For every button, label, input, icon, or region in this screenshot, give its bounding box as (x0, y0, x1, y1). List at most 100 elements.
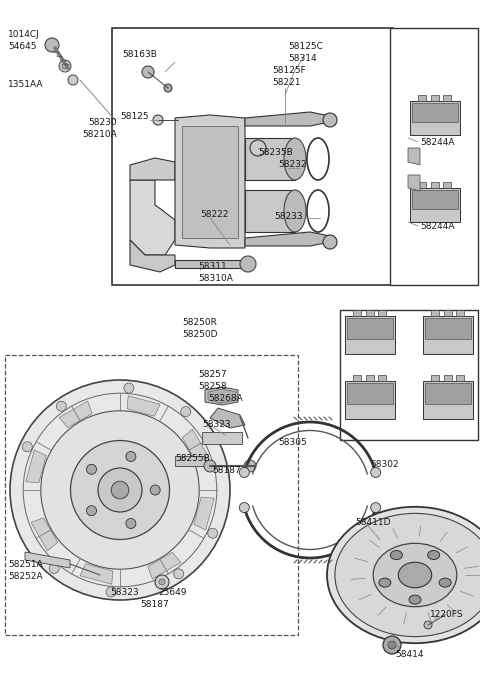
Circle shape (244, 460, 256, 472)
Text: 58323: 58323 (202, 420, 230, 429)
Text: 58250D: 58250D (182, 330, 217, 339)
Ellipse shape (335, 513, 480, 636)
Circle shape (59, 60, 71, 72)
Polygon shape (412, 190, 458, 209)
Circle shape (250, 140, 266, 156)
Text: 58125: 58125 (120, 112, 149, 121)
Text: 58233: 58233 (274, 212, 302, 221)
Circle shape (383, 636, 401, 654)
Polygon shape (423, 381, 473, 419)
Circle shape (126, 452, 136, 462)
Circle shape (164, 84, 172, 92)
Polygon shape (130, 158, 175, 180)
Polygon shape (205, 387, 238, 405)
Text: 58257: 58257 (198, 370, 227, 379)
Polygon shape (366, 375, 374, 381)
Polygon shape (245, 190, 295, 232)
Polygon shape (210, 408, 245, 428)
Polygon shape (194, 497, 214, 530)
Polygon shape (431, 95, 439, 101)
Polygon shape (456, 375, 464, 381)
Polygon shape (175, 115, 245, 248)
Polygon shape (182, 126, 238, 238)
Circle shape (181, 407, 191, 416)
Circle shape (56, 401, 66, 411)
Text: 1351AA: 1351AA (8, 80, 44, 89)
Polygon shape (418, 95, 426, 101)
Ellipse shape (379, 578, 391, 587)
Text: 58222: 58222 (200, 210, 228, 219)
Ellipse shape (390, 550, 402, 560)
Circle shape (204, 460, 216, 472)
Text: 58311: 58311 (198, 262, 227, 271)
Polygon shape (431, 375, 439, 381)
Text: 58125C: 58125C (288, 42, 323, 51)
Polygon shape (425, 318, 471, 339)
Circle shape (106, 587, 116, 597)
Polygon shape (130, 180, 175, 255)
Circle shape (111, 481, 129, 499)
Bar (5, 355, 298, 635)
Polygon shape (425, 383, 471, 404)
Text: 58323: 58323 (110, 588, 139, 597)
Text: 1220FS: 1220FS (430, 610, 464, 619)
Circle shape (159, 579, 165, 585)
Text: 58244A: 58244A (420, 138, 455, 147)
Circle shape (150, 485, 160, 495)
Circle shape (68, 75, 78, 85)
Circle shape (174, 569, 184, 579)
Text: 58163B: 58163B (122, 50, 157, 59)
Polygon shape (25, 552, 70, 568)
Text: 25649: 25649 (158, 588, 187, 597)
Polygon shape (245, 232, 330, 246)
Circle shape (424, 621, 432, 629)
Text: 58314: 58314 (288, 54, 317, 63)
Polygon shape (80, 564, 113, 584)
Text: 58258: 58258 (198, 382, 227, 391)
Text: 58210A: 58210A (82, 130, 117, 139)
Polygon shape (431, 310, 439, 316)
Circle shape (371, 502, 381, 512)
Polygon shape (444, 310, 452, 316)
Polygon shape (175, 260, 245, 268)
Polygon shape (378, 375, 386, 381)
Polygon shape (431, 182, 439, 188)
Polygon shape (408, 175, 420, 191)
Ellipse shape (439, 578, 451, 587)
Polygon shape (412, 103, 458, 123)
Circle shape (45, 38, 59, 52)
Circle shape (62, 63, 68, 69)
Polygon shape (182, 429, 209, 462)
Circle shape (71, 441, 169, 540)
Circle shape (240, 256, 256, 272)
Polygon shape (423, 316, 473, 354)
Ellipse shape (284, 190, 306, 232)
Ellipse shape (373, 544, 457, 607)
Ellipse shape (398, 562, 432, 588)
Polygon shape (202, 432, 242, 444)
Text: 58221: 58221 (272, 78, 300, 87)
Circle shape (371, 467, 381, 477)
Circle shape (323, 235, 337, 249)
Polygon shape (353, 310, 361, 316)
Polygon shape (148, 552, 181, 579)
Circle shape (86, 506, 96, 516)
Text: 1014CJ: 1014CJ (8, 30, 40, 39)
Text: 58255B: 58255B (175, 454, 210, 463)
Circle shape (388, 641, 396, 649)
Text: 58250R: 58250R (182, 318, 217, 327)
Circle shape (10, 380, 230, 600)
Polygon shape (366, 310, 374, 316)
Text: 58414: 58414 (395, 650, 423, 659)
Text: 58232: 58232 (278, 160, 307, 169)
Ellipse shape (284, 138, 306, 180)
Circle shape (155, 575, 169, 589)
Text: 58187: 58187 (140, 600, 169, 609)
Polygon shape (59, 401, 92, 428)
Polygon shape (245, 138, 295, 180)
Text: 58251A: 58251A (8, 560, 43, 569)
Circle shape (142, 66, 154, 78)
Polygon shape (456, 310, 464, 316)
Polygon shape (208, 389, 236, 403)
Text: 58305: 58305 (278, 438, 307, 447)
